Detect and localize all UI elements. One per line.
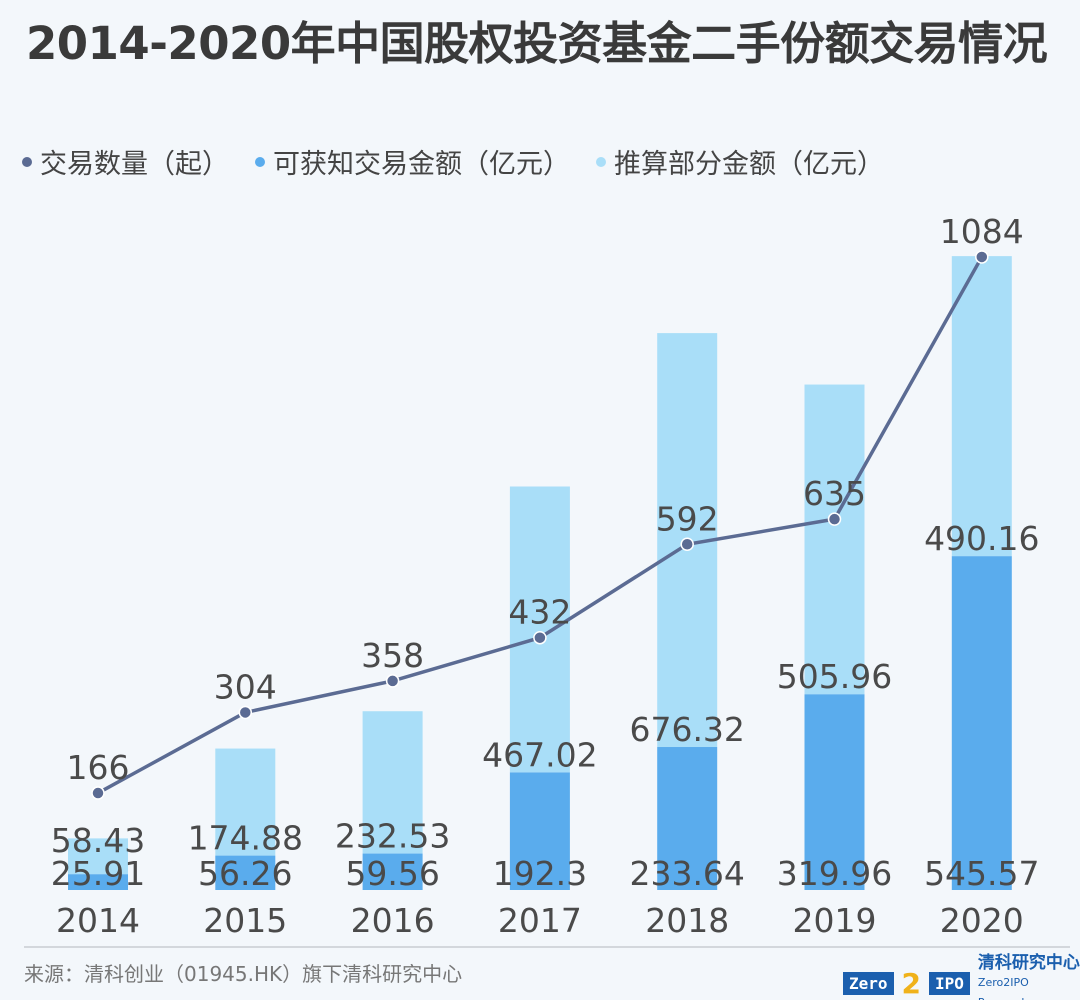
bar-known	[951, 556, 1012, 890]
label-estimated: 490.16	[924, 519, 1039, 558]
bar-known	[215, 855, 276, 890]
bar-known	[362, 853, 423, 890]
bar-estimated	[68, 838, 128, 875]
label-estimated: 58.43	[51, 821, 145, 860]
label-known: 233.64	[629, 854, 744, 893]
label-known: 56.26	[198, 854, 292, 893]
x-tick-label: 2019	[793, 901, 877, 940]
legend-dot-icon	[255, 156, 265, 167]
label-count: 304	[214, 667, 277, 706]
label-count: 358	[361, 636, 424, 675]
count-point	[533, 630, 547, 645]
divider	[24, 946, 1070, 948]
x-tick-label: 2016	[351, 901, 435, 940]
bar-known	[68, 874, 128, 890]
label-count: 635	[803, 474, 866, 513]
zero2ipo-logo: Zero 2 IPO 清科研究中心 Zero2IPO Research	[843, 954, 1080, 1000]
chart-title: 2014-2020年中国股权投资基金二手份额交易情况	[26, 17, 1048, 70]
legend: 交易数量（起） 可获知交易金额（亿元） 推算部分金额（亿元）	[22, 142, 884, 181]
count-point	[827, 512, 842, 526]
label-estimated: 676.32	[629, 710, 744, 749]
x-tick-label: 2018	[645, 901, 729, 940]
legend-dot-icon	[596, 156, 606, 167]
legend-dot-icon	[22, 156, 32, 167]
bar-estimated	[215, 748, 276, 856]
label-estimated: 232.53	[335, 817, 450, 856]
bar-estimated	[951, 256, 1012, 557]
label-estimated: 505.96	[777, 657, 892, 696]
logo-cn: 清科研究中心	[977, 953, 1080, 973]
label-count: 1084	[940, 212, 1024, 251]
bar-estimated	[804, 384, 865, 695]
count-point	[975, 250, 989, 264]
label-count: 432	[508, 593, 571, 632]
x-tick-label: 2017	[498, 901, 582, 940]
label-known: 59.56	[345, 854, 439, 893]
legend-item-known: 可获知交易金额（亿元）	[255, 142, 570, 181]
label-known: 545.57	[924, 854, 1039, 893]
legend-label: 推算部分金额（亿元）	[614, 149, 884, 180]
bar-estimated	[509, 486, 570, 773]
legend-label: 可获知交易金额（亿元）	[273, 149, 570, 180]
logo-part: Zero	[843, 971, 894, 995]
count-point	[680, 537, 694, 552]
label-estimated: 467.02	[482, 735, 597, 774]
source-note: 来源：清科创业（01945.HK）旗下清科研究中心	[24, 962, 463, 986]
logo-part: IPO	[929, 971, 970, 995]
logo-part: 2	[901, 966, 922, 1000]
label-count: 166	[67, 748, 130, 787]
label-known: 319.96	[777, 854, 892, 893]
label-known: 192.3	[493, 854, 587, 893]
label-estimated: 174.88	[188, 819, 303, 858]
legend-item-count: 交易数量（起）	[22, 142, 229, 181]
label-known: 25.91	[51, 854, 145, 893]
x-tick-label: 2020	[940, 901, 1024, 940]
legend-item-estimated: 推算部分金额（亿元）	[596, 142, 884, 181]
bar-known	[657, 747, 718, 890]
label-count: 592	[656, 499, 719, 538]
bar-known	[509, 772, 570, 890]
x-tick-label: 2014	[56, 901, 140, 940]
legend-label: 交易数量（起）	[40, 149, 229, 180]
x-tick-label: 2015	[203, 901, 287, 940]
count-point	[385, 674, 400, 688]
bar-estimated	[362, 711, 423, 854]
logo-en: Zero2IPO Research	[977, 976, 1029, 1000]
bar-known	[804, 694, 865, 890]
count-point	[91, 786, 105, 800]
count-point	[238, 705, 253, 720]
